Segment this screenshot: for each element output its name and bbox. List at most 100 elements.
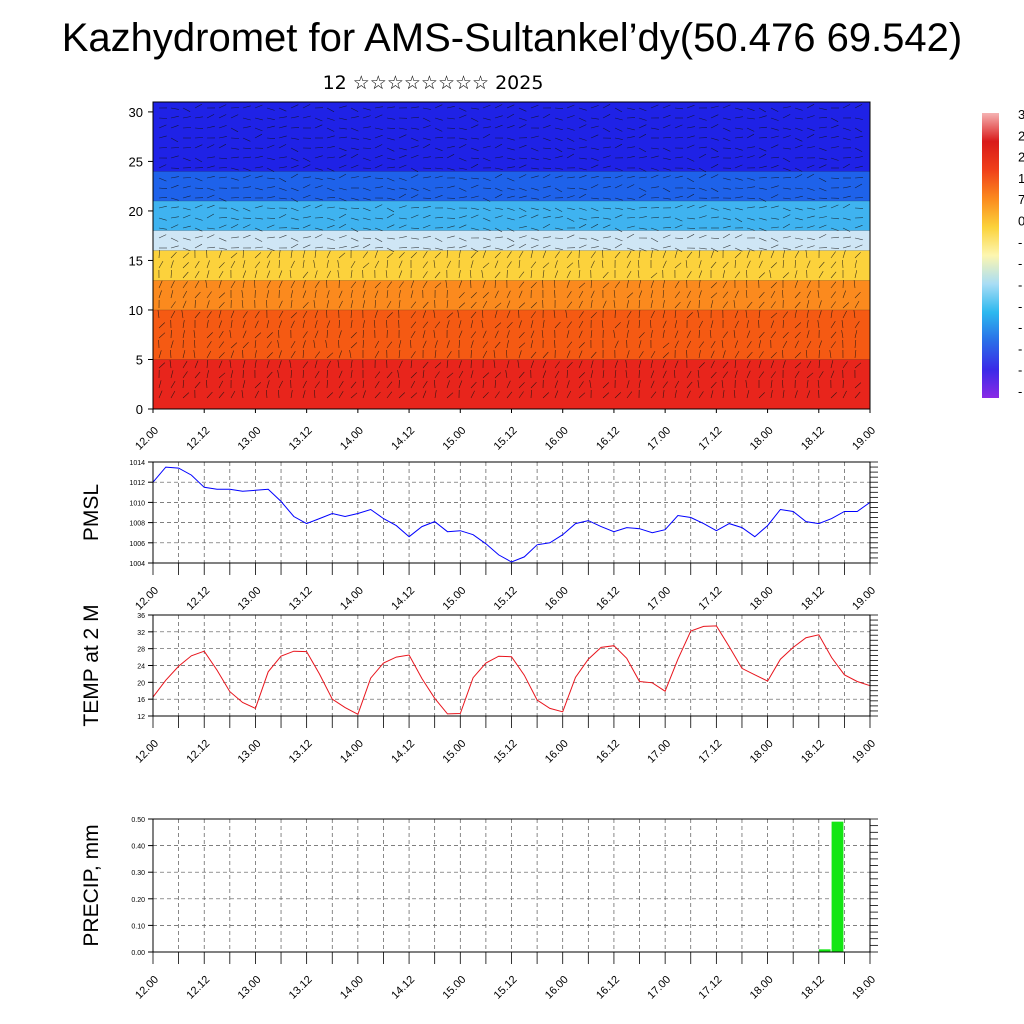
wind-barb <box>566 115 575 119</box>
wind-barb <box>722 207 731 211</box>
wind-barb <box>794 270 798 279</box>
wind-barb <box>206 260 210 269</box>
wind-barb <box>350 227 359 233</box>
wind-barb <box>422 281 428 289</box>
wind-barb <box>386 106 395 109</box>
wind-barb <box>734 196 743 199</box>
wind-barb <box>193 330 196 339</box>
wind-barb <box>278 156 287 159</box>
wind-barb <box>350 342 358 349</box>
wind-barb <box>602 247 611 251</box>
wind-barb <box>530 340 533 349</box>
wind-barb <box>650 290 654 299</box>
wind-barb <box>170 251 177 259</box>
wind-barb <box>578 117 587 122</box>
wind-barb <box>530 104 539 109</box>
wind-barb <box>758 392 765 399</box>
wind-barb <box>398 193 407 199</box>
wind-barb <box>158 260 164 269</box>
wind-barb <box>182 116 191 119</box>
wind-barb <box>613 300 616 309</box>
wind-barb <box>241 390 244 399</box>
wind-barb <box>530 360 534 369</box>
wind-barb <box>242 137 251 142</box>
wind-barb <box>458 144 467 149</box>
wind-barb <box>637 270 640 279</box>
wind-barb <box>782 250 785 259</box>
wind-barb <box>686 126 695 129</box>
wind-barb <box>782 360 786 369</box>
wind-barb <box>602 146 611 149</box>
wind-barb <box>578 290 584 299</box>
wind-barb <box>794 390 798 399</box>
wind-barb <box>722 117 731 121</box>
heatmap-y-tick-label: 30 <box>129 105 143 120</box>
wind-barb <box>422 340 427 349</box>
wind-barb <box>626 320 630 329</box>
wind-barb <box>206 300 210 309</box>
wind-barb <box>349 350 352 359</box>
wind-barb <box>758 237 767 242</box>
wind-barb <box>374 186 383 189</box>
wind-barb <box>746 186 755 189</box>
wind-barb <box>806 207 815 210</box>
wind-barb <box>446 246 455 249</box>
wind-barb <box>542 351 549 359</box>
wind-barb <box>770 312 778 319</box>
wind-barb <box>674 360 679 369</box>
wind-barb <box>362 157 371 161</box>
wind-barb <box>398 349 401 359</box>
wind-barb <box>338 290 343 299</box>
wind-barb <box>746 269 748 279</box>
wind-barb <box>566 280 570 289</box>
wind-barb <box>782 311 789 319</box>
panel-2-x-tick-label: 16.12 <box>594 738 622 766</box>
wind-barb <box>470 292 477 299</box>
wind-barb <box>314 155 323 159</box>
wind-barb <box>842 137 851 141</box>
wind-barb <box>637 259 640 269</box>
wind-barb <box>289 360 292 369</box>
wind-barb <box>314 381 320 389</box>
wind-barb <box>314 227 323 231</box>
wind-barb <box>842 245 851 249</box>
page-title: Kazhydromet for AMS-Sultankel’dy(50.476 … <box>61 16 963 60</box>
wind-barb <box>494 173 503 179</box>
wind-barb <box>398 205 407 209</box>
wind-barb <box>626 146 635 149</box>
wind-barb <box>242 249 244 259</box>
wind-barb <box>697 369 700 379</box>
panel-1-x-tick-label: 12.12 <box>184 585 212 613</box>
wind-barb <box>278 320 282 329</box>
wind-barb <box>506 187 515 191</box>
heatmap-x-tick-label: 13.00 <box>236 425 264 453</box>
wind-barb <box>506 137 515 141</box>
panel-2-series-line <box>152 625 871 716</box>
wind-barb <box>266 320 270 329</box>
wind-barb <box>314 234 323 239</box>
wind-barb <box>842 163 851 169</box>
wind-barb <box>494 156 503 159</box>
wind-barb <box>158 187 168 189</box>
wind-barb <box>194 261 200 269</box>
wind-barb <box>422 137 431 141</box>
wind-barb <box>842 310 847 319</box>
wind-barb <box>722 187 731 190</box>
wind-barb <box>721 380 724 389</box>
wind-barb <box>397 370 400 379</box>
wind-barb <box>506 195 515 199</box>
wind-barb <box>194 360 199 369</box>
wind-barb <box>710 164 719 169</box>
wind-barb <box>362 207 371 212</box>
wind-barb <box>506 349 508 359</box>
wind-barb <box>602 155 611 159</box>
wind-barb <box>602 104 611 109</box>
wind-barb <box>638 299 641 309</box>
wind-barb <box>794 280 798 289</box>
wind-barb <box>709 329 712 339</box>
wind-barb <box>314 197 323 201</box>
wind-barb <box>506 261 512 269</box>
panel-2-x-tick-label: 18.00 <box>748 738 776 766</box>
wind-barb <box>722 390 725 399</box>
wind-barb <box>290 157 299 162</box>
